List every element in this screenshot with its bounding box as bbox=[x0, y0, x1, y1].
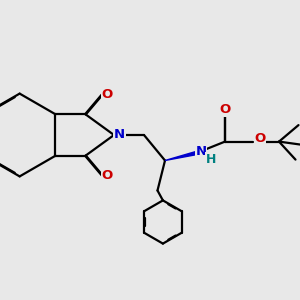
Text: H: H bbox=[206, 153, 216, 166]
Text: O: O bbox=[219, 103, 231, 116]
Text: O: O bbox=[254, 132, 266, 145]
Polygon shape bbox=[165, 152, 197, 160]
Text: O: O bbox=[102, 88, 113, 101]
Text: O: O bbox=[102, 169, 113, 182]
Text: N: N bbox=[114, 128, 125, 142]
Text: N: N bbox=[195, 145, 207, 158]
